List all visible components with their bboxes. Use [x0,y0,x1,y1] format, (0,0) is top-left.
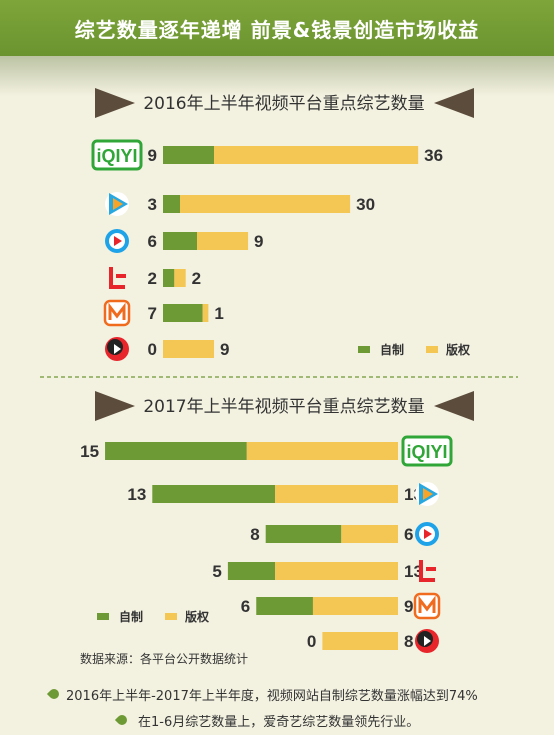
sohu-video-logo-icon [415,629,439,653]
bar-self-made [163,146,215,164]
licensed-value-label: 9 [404,597,413,616]
legend-self-made-label: 自制 [380,342,404,357]
data-source-note: 数据来源：各平台公开数据统计 [80,652,249,666]
bar-row-iqiyi: 9 36 iQIYI [91,139,443,171]
legend-licensed-label: 版权 [446,342,471,357]
letv-logo-icon [109,267,126,289]
licensed-value-label: 6 [404,525,413,544]
licensed-value-label: 2 [192,269,201,288]
bar-licensed [197,232,249,250]
self-made-value-label: 6 [241,597,250,616]
bar-self-made [256,597,313,615]
youku-logo-icon [415,522,439,546]
self-made-value-label: 6 [148,232,157,251]
licensed-value-label: 30 [356,195,375,214]
bar-self-made [105,442,247,460]
bar-row-letv: 5 13 [212,560,436,582]
licensed-value-label: 9 [254,232,263,251]
legend-self-made-label: 自制 [119,609,143,624]
licensed-value-label: 1 [214,304,223,323]
bar-licensed [312,597,398,615]
legend-self-made-swatch [358,346,370,353]
left-arrow-icon [95,88,135,118]
bar-licensed [246,442,398,460]
licensed-value-label: 8 [404,632,413,651]
legend-licensed-swatch [426,346,438,353]
self-made-value-label: 7 [148,304,157,323]
right-arrow-icon [434,391,474,421]
section-2017-header: 2017年上半年视频平台重点综艺数量 [95,391,474,421]
legend-licensed-label: 版权 [185,609,210,624]
bar-licensed [180,195,351,213]
legend-self-made-swatch [97,613,109,620]
bar-row-iqiyi: 1516iQIYI [80,435,453,467]
bar-self-made [163,232,198,250]
chart-2016-title: 2016年上半年视频平台重点综艺数量 [143,94,424,114]
bar-licensed [275,562,398,580]
growth-note: 2016年上半年-2017年上半年度，视频网站自制综艺数量涨幅达到74% [66,689,478,704]
bar-licensed [174,269,186,287]
svg-text:iQIYI: iQIYI [96,146,137,166]
self-made-value-label: 2 [148,269,157,288]
iqiyi-logo-icon: iQIYI [91,139,143,171]
bar-licensed [214,146,419,164]
banner-shadow [0,56,554,96]
bar-self-made [227,562,276,580]
licensed-value-label: 13 [404,562,423,581]
bar-licensed [163,340,215,358]
licensed-value-label: 36 [424,146,443,165]
self-made-value-label: 3 [148,195,157,214]
tencent-video-logo-icon [105,192,129,216]
mango-tv-logo-icon [103,299,131,327]
youku-logo-icon [105,229,129,253]
chart-2017-title: 2017年上半年视频平台重点综艺数量 [143,397,424,417]
iqiyi-logo-icon: iQIYI [401,435,453,467]
section-2016-header: 2016年上半年视频平台重点综艺数量 [95,88,474,118]
bar-licensed [275,485,398,503]
svg-text:iQIYI: iQIYI [406,442,447,462]
licensed-value-label: 9 [220,340,229,359]
legend-2017: 自制 版权 [97,609,210,624]
self-made-value-label: 0 [307,632,316,651]
bar-licensed [202,304,209,322]
bar-self-made [152,485,276,503]
tencent-video-logo-icon [415,482,439,506]
self-made-value-label: 13 [127,485,146,504]
header-banner: 综艺数量逐年递增 前景&钱景创造市场收益 [0,0,554,56]
bar-self-made [163,304,203,322]
self-made-value-label: 15 [80,442,99,461]
bar-licensed [322,632,398,650]
sohu-video-logo-icon [105,337,129,361]
leader-note: 在1-6月综艺数量上，爱奇艺综艺数量领先行业。 [138,715,420,730]
bar-row-tencent-video: 3 30 [105,192,375,216]
bar-row-tencent-video: 13 13 [127,482,439,506]
bar-self-made [163,195,181,213]
self-made-value-label: 0 [148,340,157,359]
right-arrow-icon [434,88,474,118]
legend-licensed-swatch [165,613,177,620]
bar-self-made [265,525,342,543]
mango-tv-logo-icon [413,592,441,620]
self-made-value-label: 9 [148,146,157,165]
bar-self-made [163,269,175,287]
legend-2016: 自制 版权 [358,342,471,357]
chart-2017: 1516iQIYI1313865136908 [80,435,453,653]
letv-logo-icon [419,560,436,582]
left-arrow-icon [95,391,135,421]
self-made-value-label: 8 [250,525,259,544]
bar-licensed [341,525,398,543]
self-made-value-label: 5 [212,562,221,581]
page-title: 综艺数量逐年递增 前景&钱景创造市场收益 [74,18,480,42]
